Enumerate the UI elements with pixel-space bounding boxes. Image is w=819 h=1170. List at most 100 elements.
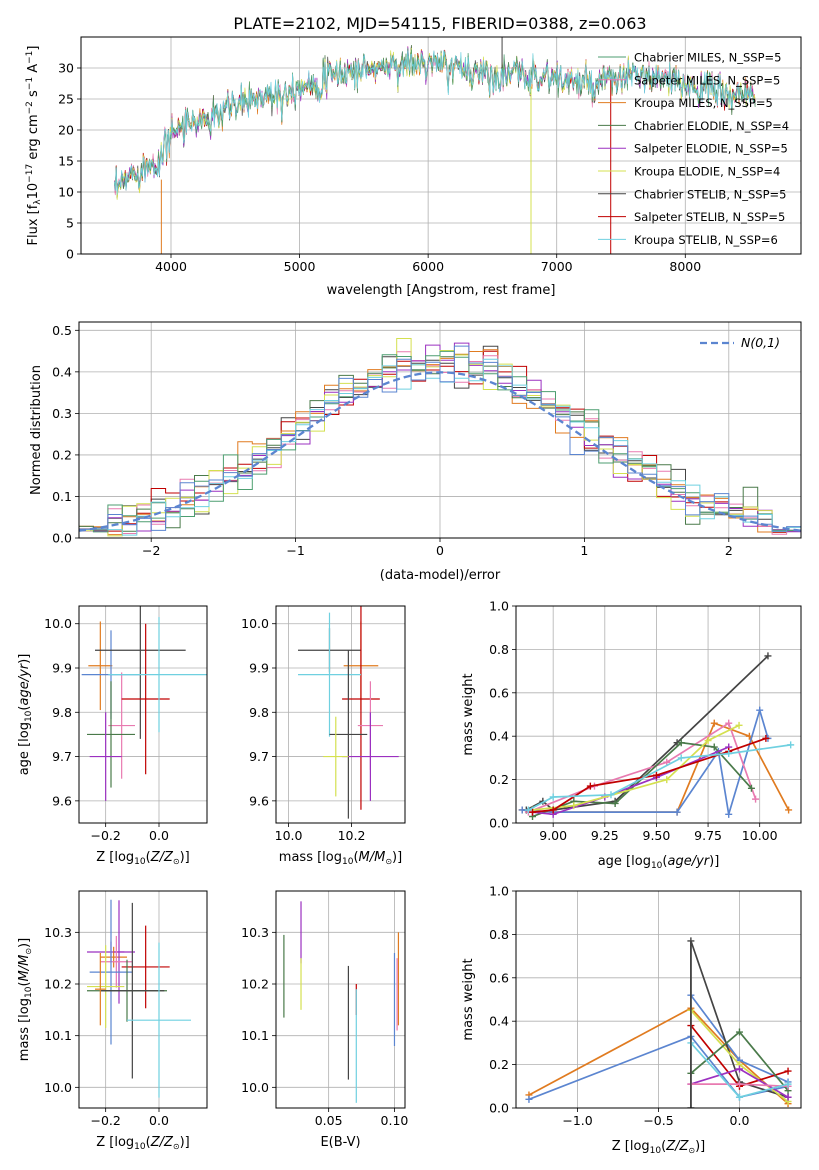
legend-label: Kroupa ELODIE, N_SSP=4 <box>634 165 780 179</box>
figure-title: PLATE=2102, MJD=54115, FIBERID=0388, z=0… <box>233 14 646 33</box>
x-axis-label: Z [log10(Z/Z⊙)] <box>612 1139 706 1156</box>
plus-marker <box>525 1095 533 1103</box>
y-tick-label: 10.0 <box>241 616 269 631</box>
y-tick-label: 25 <box>58 92 74 107</box>
legend-label: Salpeter ELODIE, N_SSP=5 <box>634 142 788 156</box>
plot-area <box>87 899 191 1098</box>
x-tick-label: −2 <box>142 543 160 558</box>
plot-area <box>81 606 207 801</box>
x-tick-label: 8000 <box>669 259 701 274</box>
y-tick-label: 0 <box>66 247 74 262</box>
errorbar-point <box>95 953 106 1026</box>
age-vs-mass-panel: 10.0 10.2 9.6 9.7 9.8 9.9 10.0 mass [log10(M/M⊙… <box>241 605 406 867</box>
plus-marker <box>607 791 615 799</box>
axes-frame <box>275 605 406 824</box>
mass-vs-metallicity-panel: −0.2 0.0 10.0 10.1 10.2 10.3 Z [log10(Z/Z⊙)] ma… <box>17 890 208 1152</box>
errorbar-point <box>121 925 170 1009</box>
legend: Chabrier MILES, N_SSP=5 Salpeter MILES, N… <box>598 51 789 247</box>
plus-marker <box>524 806 532 814</box>
plot-area <box>114 37 756 254</box>
errorbar-point <box>127 942 191 1098</box>
y-tick-label: 30 <box>58 61 74 76</box>
y-tick-label: 9.7 <box>52 749 72 764</box>
legend: N(0,1) <box>700 335 780 350</box>
series-salpeter-stelib <box>529 734 770 816</box>
plus-marker <box>735 721 743 729</box>
series-line <box>528 1035 789 1101</box>
y-tick-label: 0.8 <box>489 927 509 942</box>
y-axis-label: mass weight <box>461 673 476 755</box>
y-tick-label: 10.2 <box>241 977 269 992</box>
y-tick-label: 0.2 <box>489 772 509 787</box>
age-vs-metallicity-panel: −0.2 0.0 9.6 9.7 9.8 9.9 10.0 Z [log10(Z/Z⊙)] ag… <box>17 605 208 867</box>
errorbar-point <box>298 612 361 737</box>
spectrum-line-kroupa-stelib <box>114 50 756 195</box>
x-axis-label: Z [log10(Z/Z⊙)] <box>96 1135 190 1152</box>
plus-marker <box>710 719 718 727</box>
x-tick-label: 9.25 <box>591 828 619 843</box>
axes-frame <box>78 605 208 824</box>
residual-histogram-panel: −2 −1 0 1 2 0.0 0.1 0.2 0.3 0.4 0.5 N(0,1) (data-mod… <box>29 321 802 583</box>
y-tick-label: 9.6 <box>52 793 72 808</box>
plus-marker <box>784 1080 792 1088</box>
legend-label: Salpeter MILES, N_SSP=5 <box>634 73 780 87</box>
x-axis-label: age [log10(age/yr)] <box>598 854 720 871</box>
y-tick-label: 0.6 <box>489 685 509 700</box>
y-tick-label: 9.8 <box>52 705 72 720</box>
errorbar-point <box>108 672 135 779</box>
x-tick-label: 0.0 <box>149 1113 169 1128</box>
x-tick-label: 4000 <box>155 259 187 274</box>
plus-marker <box>611 799 619 807</box>
y-axis-label: mass [log10(M/M⊙)] <box>17 938 34 1061</box>
plus-marker <box>704 737 712 745</box>
legend-label: Kroupa MILES, N_SSP=5 <box>634 96 773 110</box>
grid-lines <box>276 606 405 823</box>
y-tick-label: 0.0 <box>489 816 509 831</box>
x-tick-label: 10.2 <box>338 828 366 843</box>
y-tick-label: 0.3 <box>52 406 72 421</box>
legend-label: Chabrier ELODIE, N_SSP=4 <box>634 119 789 133</box>
y-tick-label: 1.0 <box>489 599 509 614</box>
grid-lines <box>79 606 207 823</box>
y-tick-label: 15 <box>58 154 74 169</box>
axes-frame <box>78 321 802 539</box>
x-tick-label: 9.00 <box>539 828 567 843</box>
grid-lines <box>79 891 207 1108</box>
y-tick-label: 5 <box>66 216 74 231</box>
plus-marker <box>756 706 764 714</box>
plus-marker <box>518 806 526 814</box>
legend-label: Chabrier STELIB, N_SSP=5 <box>634 187 786 201</box>
plus-marker <box>710 743 718 751</box>
axes-frame <box>78 890 208 1109</box>
y-axis-label: mass weight <box>461 958 476 1040</box>
legend-label: Kroupa STELIB, N_SSP=6 <box>634 233 778 247</box>
y-tick-label: 0.2 <box>489 1057 509 1072</box>
legend-label: N(0,1) <box>741 335 780 350</box>
plot-area <box>283 901 400 1103</box>
y-tick-label: 0.0 <box>489 1101 509 1116</box>
x-tick-label: 10.0 <box>275 828 303 843</box>
y-tick-label: 10 <box>58 185 74 200</box>
errorbar-point <box>342 712 399 801</box>
plus-marker <box>784 1093 792 1101</box>
series-salpeter-miles <box>524 719 760 816</box>
x-tick-label: 9.50 <box>643 828 671 843</box>
y-tick-label: 0.4 <box>52 364 72 379</box>
x-axis-label: Z [log10(Z/Z⊙)] <box>96 850 190 867</box>
y-tick-label: 10.2 <box>44 977 72 992</box>
x-axis-label: (data-model)/error <box>380 568 501 583</box>
series-kroupa-stelib <box>524 741 795 814</box>
grid-lines <box>276 891 405 1108</box>
plus-marker <box>787 741 795 749</box>
y-tick-label: 10.1 <box>241 1028 269 1043</box>
grid-lines <box>516 890 801 1109</box>
errorbar-point <box>88 621 113 711</box>
errorbar-point <box>113 900 125 1004</box>
legend-label: Chabrier MILES, N_SSP=5 <box>634 51 781 65</box>
plus-marker <box>725 750 733 758</box>
plus-marker <box>663 776 671 784</box>
errorbar-point <box>342 606 380 810</box>
plus-marker <box>735 1065 743 1073</box>
y-tick-label: 10.0 <box>44 1080 72 1095</box>
y-tick-label: 1.0 <box>489 884 509 899</box>
